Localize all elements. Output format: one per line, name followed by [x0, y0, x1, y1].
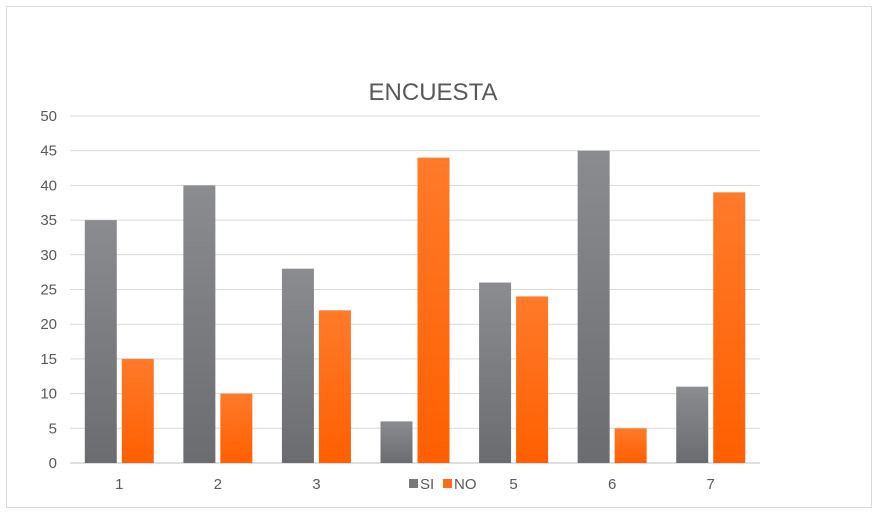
bar-si-7 [676, 386, 709, 463]
x-tick-label: 3 [312, 476, 320, 493]
chart-title: ENCUESTA [369, 79, 498, 106]
x-axis: 1 2 3 5 6 7 [115, 476, 715, 493]
y-tick-label: 30 [40, 247, 57, 264]
bar-no-3 [318, 310, 351, 463]
bar-si-5 [479, 282, 512, 463]
legend: SI NO [409, 476, 477, 493]
x-tick-label: 5 [509, 476, 517, 493]
y-tick-label: 20 [40, 316, 57, 333]
bar-si-2 [183, 185, 216, 463]
y-tick-label: 0 [49, 455, 57, 472]
bar-si-4 [380, 421, 413, 463]
bar-no-4 [417, 157, 450, 463]
bar-no-1 [121, 358, 154, 463]
bar-si-6 [577, 150, 610, 463]
legend-swatch-si [409, 479, 418, 488]
legend-label-si: SI [420, 476, 434, 493]
y-tick-label: 40 [40, 177, 57, 194]
y-tick-label: 10 [40, 386, 57, 403]
gridlines [70, 115, 760, 464]
y-tick-label: 5 [49, 420, 57, 437]
bar-si-1 [84, 220, 117, 463]
y-tick-label: 25 [40, 282, 57, 299]
legend-swatch-no [443, 479, 452, 488]
bar-si-3 [281, 268, 314, 463]
y-tick-label: 50 [40, 108, 57, 125]
legend-label-no: NO [454, 476, 477, 493]
x-tick-label: 2 [214, 476, 222, 493]
bar-no-2 [220, 393, 253, 463]
y-tick-label: 15 [40, 351, 57, 368]
bar-no-6 [614, 428, 647, 463]
y-tick-label: 35 [40, 212, 57, 229]
y-axis: 0 5 10 15 20 25 30 35 40 45 50 [40, 108, 57, 472]
x-tick-label: 7 [707, 476, 715, 493]
x-tick-label: 6 [608, 476, 616, 493]
y-tick-label: 45 [40, 143, 57, 160]
bars [84, 150, 746, 463]
bar-no-5 [516, 296, 549, 463]
bar-no-7 [713, 192, 746, 463]
x-tick-label: 1 [115, 476, 123, 493]
